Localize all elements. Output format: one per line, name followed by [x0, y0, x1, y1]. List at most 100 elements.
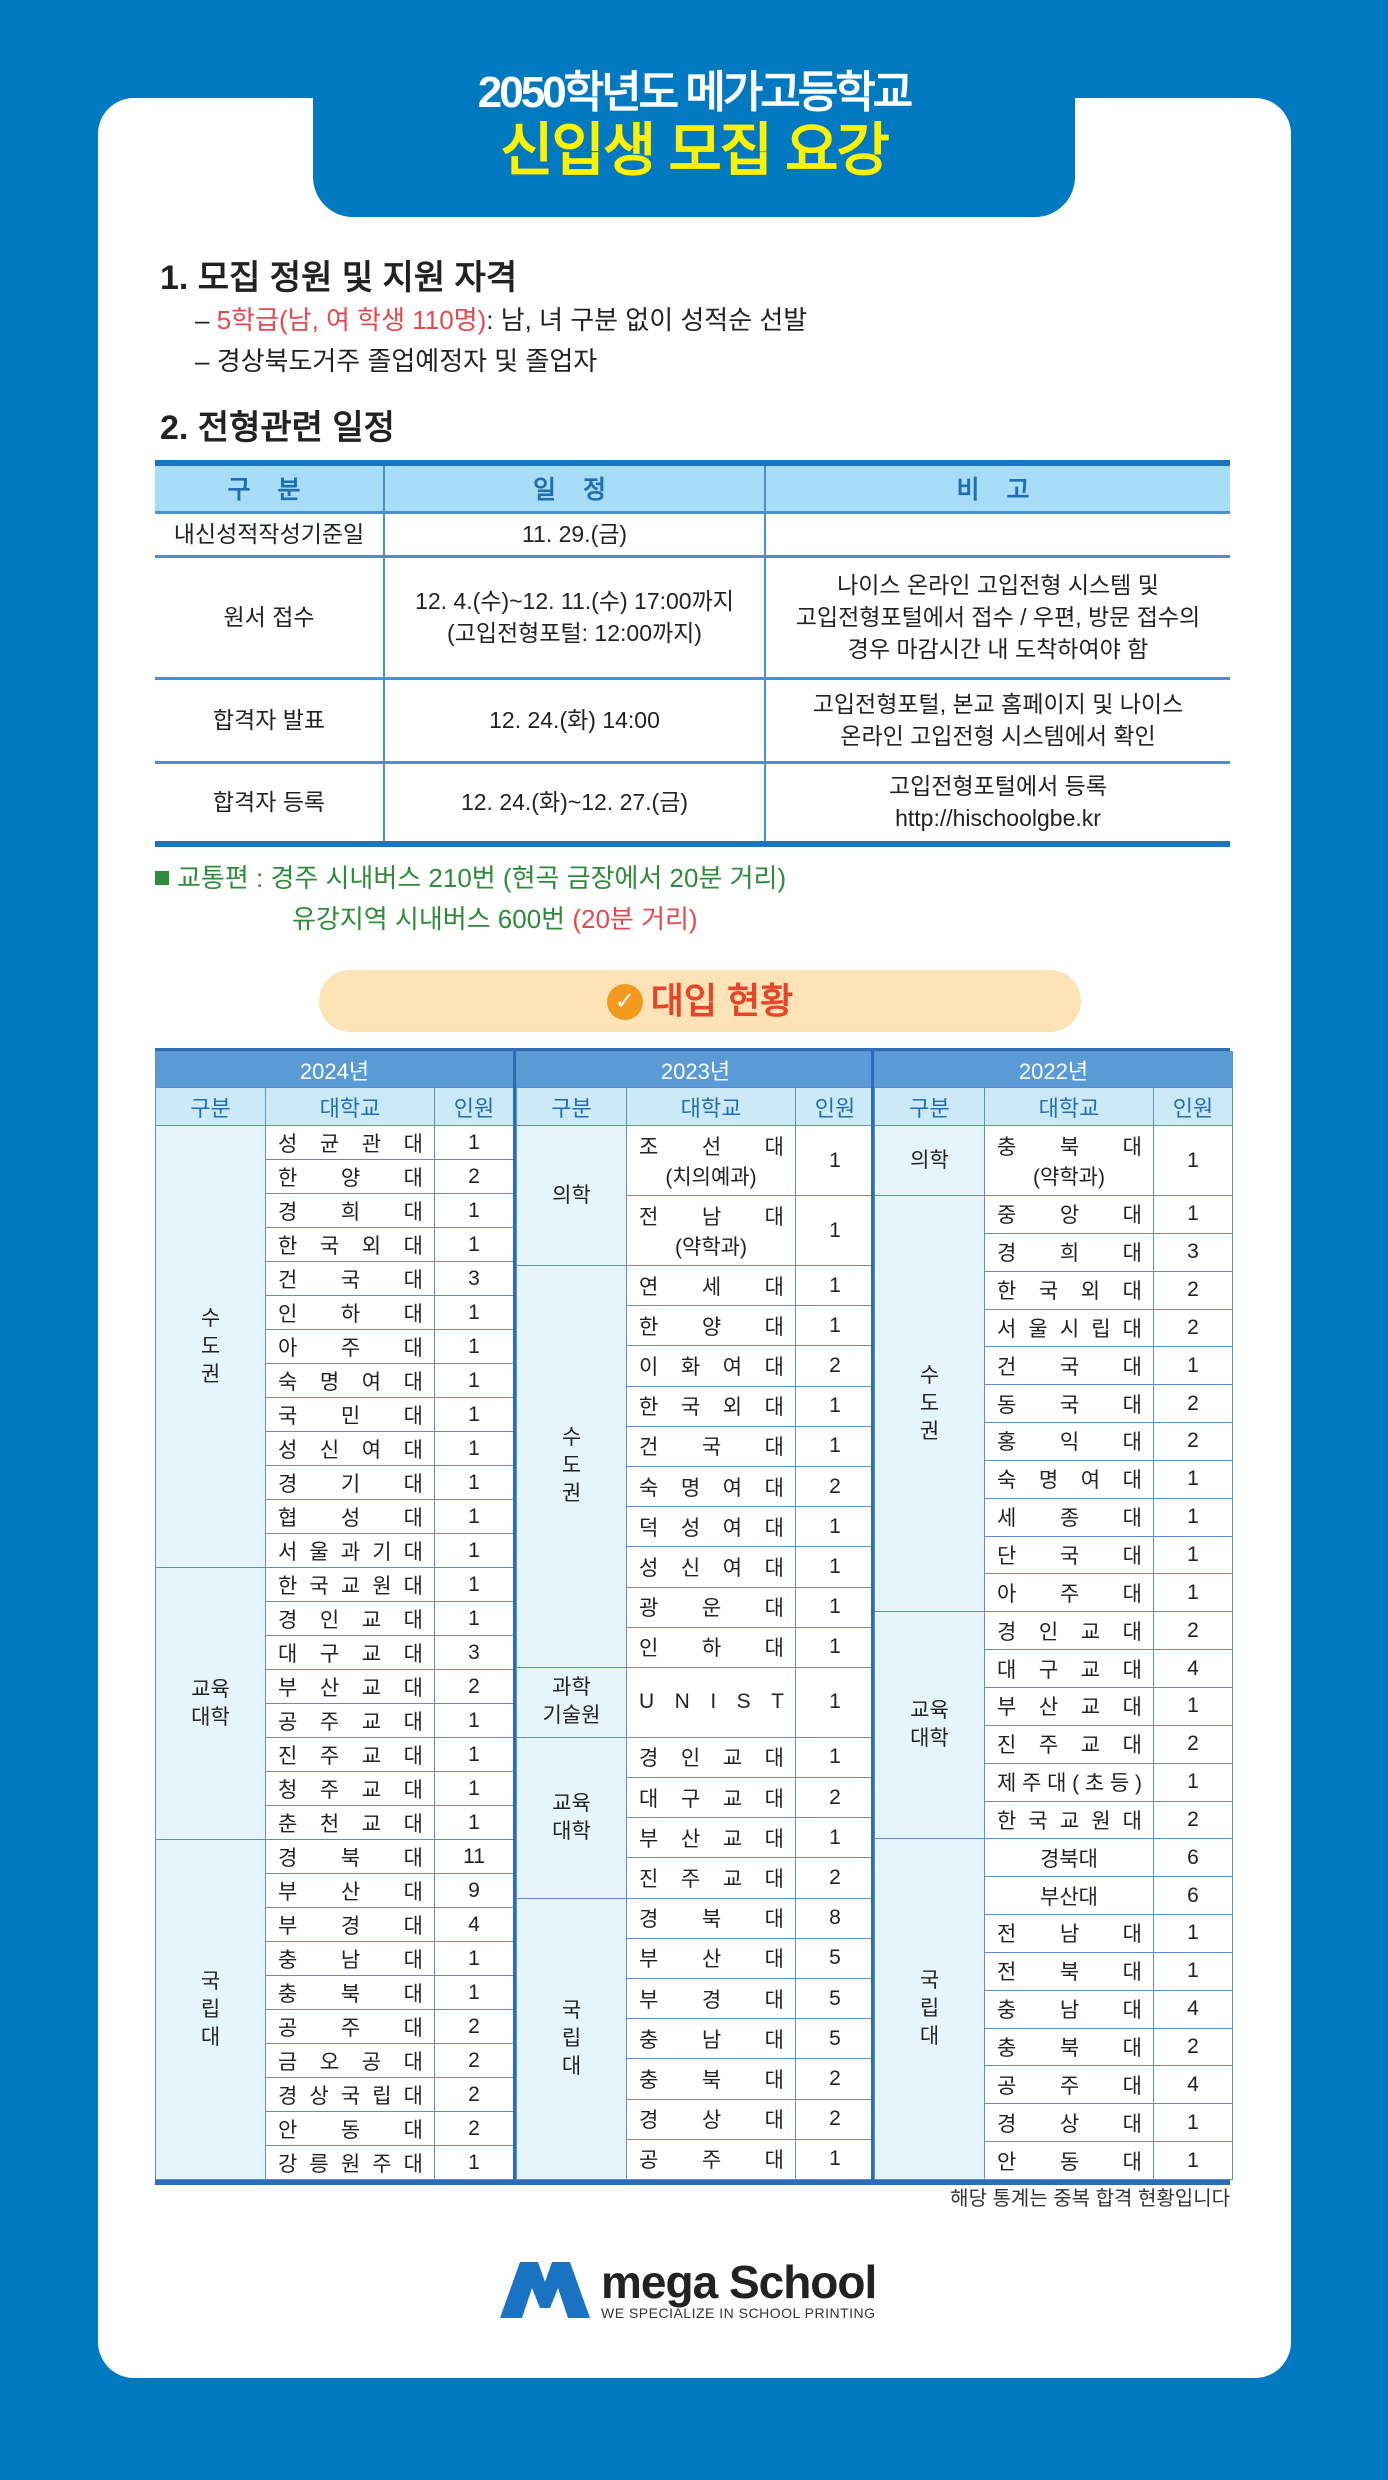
university-name: 건국대 — [278, 1268, 467, 1292]
university-name: 전남대 — [639, 1205, 828, 1229]
university-name: 공주교대 — [278, 1710, 446, 1734]
schedule-date: 12. 24.(화) 14:00 — [384, 678, 766, 764]
table-row: 부산대 6 — [875, 1876, 1234, 1916]
table-row: 국민대 1 — [156, 1397, 515, 1432]
column-header-row: 구분 대학교 인원 — [874, 1087, 1234, 1126]
column-header: 대학교 — [984, 1087, 1154, 1126]
admit-count: 1 — [433, 1533, 515, 1568]
university-name: 경북대 — [639, 1908, 828, 1932]
table-row: 아주대 1 — [875, 1573, 1234, 1613]
year-table: 2023년 구분 대학교 인원 의학 조선대 (치의예과) 1 전남대 (약학과) 1 수 도 권 연세… — [513, 1051, 876, 2180]
table-row: 이화여대 2 — [517, 1345, 876, 1387]
table-row: 성신여대 1 — [517, 1546, 876, 1588]
university-cell: 아주대 — [984, 1573, 1154, 1613]
year-label: 2022년 — [873, 1051, 1234, 1088]
transport-line-1: 교통편 : 경주 시내버스 210번 (현곡 금장에서 20분 거리) — [155, 858, 786, 895]
table-row: 과학 기술원 UNIST 1 — [516, 1666, 876, 1738]
table-row: 부산대 9 — [156, 1873, 515, 1908]
university-name: 경북대 — [278, 1846, 467, 1870]
transport-line-2: 유강지역 시내버스 600번 (20분 거리) — [292, 899, 698, 936]
admit-count: 1 — [794, 1666, 876, 1738]
schedule-category: 합격자 발표 — [155, 678, 385, 764]
schedule-date: 11. 29.(금) — [384, 512, 766, 558]
university-cell: 경인교대 — [984, 1611, 1154, 1651]
university-cell: 전남대 (약학과) — [626, 1195, 796, 1266]
column-header: 인원 — [433, 1087, 515, 1126]
university-name: 부경대 — [639, 1988, 828, 2012]
column-header: 인원 — [794, 1087, 876, 1126]
admit-count: 9 — [433, 1873, 515, 1908]
admit-count: 1 — [433, 1737, 515, 1772]
university-name: 부경대 — [278, 1914, 467, 1938]
column-header: 구분 — [155, 1087, 266, 1126]
table-row: 수 도 권 연세대 1 — [516, 1264, 876, 1668]
table-row: 동국대 2 — [875, 1384, 1234, 1424]
university-cell: 공주교대 — [265, 1703, 435, 1738]
university-cell: 광운대 — [626, 1586, 796, 1628]
university-cell: 진주교대 — [984, 1724, 1154, 1764]
admit-count: 1 — [1152, 1497, 1234, 1537]
qualification-item-2: – 경상북도거주 졸업예정자 및 졸업자 — [195, 341, 597, 378]
admissions-tables: 2024년 구분 대학교 인원 수 도 권 성균관대 1 한양대 2 경희대 1 한국외대 1 건국대 3 인… — [154, 1048, 1234, 2185]
university-name: 인하대 — [639, 1637, 828, 1661]
admit-count: 1 — [433, 2145, 515, 2180]
table-row: 공주교대 1 — [156, 1703, 515, 1738]
admit-count: 1 — [1152, 1535, 1234, 1575]
admit-count: 1 — [1152, 1573, 1234, 1613]
university-cell: 조선대 (치의예과) — [626, 1125, 796, 1196]
quota-text: 5학급(남, 여 학생 110명) — [216, 305, 487, 335]
table-row: 대구교대 4 — [875, 1649, 1234, 1688]
university-cell: 중앙대 — [984, 1195, 1154, 1234]
schedule-body: 내신성적작성기준일 11. 29.(금) 원서 접수 12. 4.(수)~12. 11… — [155, 512, 1230, 844]
university-cell: 한국교원대 — [265, 1567, 435, 1602]
admit-count: 4 — [433, 1907, 515, 1942]
year-table-grid: 2024년 구분 대학교 인원 수 도 권 성균관대 1 한양대 2 경희대 1 한국외대 1 건국대 3 인… — [154, 1051, 515, 2180]
table-row: 공주대 1 — [517, 2138, 876, 2180]
university-cell: 숙명여대 — [984, 1459, 1154, 1499]
schedule-remarks: 나이스 온라인 고입전형 시스템 및 고입전형포털에서 접수 / 우편, 방문 … — [765, 556, 1230, 680]
table-row: 협성대 1 — [156, 1499, 515, 1534]
admit-count: 11 — [433, 1839, 515, 1874]
university-cell: 금오공대 — [265, 2043, 435, 2078]
admit-count: 2 — [794, 2098, 876, 2140]
university-cell: UNIST — [626, 1666, 796, 1738]
university-name: 제주대(초등) — [997, 1772, 1148, 1796]
group-label: 수 도 권 — [516, 1265, 627, 1668]
university-name: 경기대 — [278, 1472, 467, 1496]
university-cell: 부산교대 — [265, 1669, 435, 1704]
transport-time-2: (20분 거리) — [572, 904, 698, 934]
column-header-row: 구분 대학교 인원 — [516, 1087, 876, 1126]
university-name: 경희대 — [278, 1200, 467, 1224]
university-name: 경상국립대 — [278, 2084, 436, 2108]
university-name: 부산대 — [1040, 1885, 1098, 1909]
admit-count: 4 — [1152, 2065, 1234, 2105]
schedule-remarks: 고입전형포털에서 등록 http://hischoolgbe.kr — [889, 773, 1107, 832]
university-cell: 숙명여대 — [265, 1363, 435, 1398]
group-label: 과학 기술원 — [516, 1666, 627, 1738]
university-cell: 공주대 — [626, 2138, 796, 2180]
university-name: 숙명여대 — [639, 1476, 807, 1500]
university-name: 금오공대 — [278, 2050, 446, 2074]
admit-count: 2 — [794, 1857, 876, 1899]
table-row: 충북대 1 — [156, 1975, 515, 2010]
table-row: 부경대 4 — [156, 1907, 515, 1942]
university-cell: 충북대 — [265, 1975, 435, 2010]
table-row: 국 립 대 경북대 11 — [155, 1839, 515, 2180]
table-row: 인하대 1 — [517, 1626, 876, 1668]
university-name: 아주대 — [278, 1336, 467, 1360]
university-name: 청주교대 — [278, 1778, 446, 1802]
admit-count: 2 — [1152, 2027, 1234, 2067]
table-row: 경상대 1 — [875, 2103, 1234, 2143]
admit-count: 1 — [433, 1703, 515, 1738]
university-cell: 한양대 — [626, 1305, 796, 1347]
admissions-title: 대입 현황 — [650, 980, 794, 1021]
transport-route-1: 경주 시내버스 210번 (현곡 금장에서 20분 거리) — [270, 863, 787, 893]
section2-title: 2. 전형관련 일정 — [160, 409, 395, 447]
table-row: 서울과기대 1 — [156, 1533, 515, 1568]
university-cell: 한양대 — [265, 1159, 435, 1194]
university-cell: 경인교대 — [626, 1736, 796, 1779]
university-cell: 아주대 — [265, 1329, 435, 1364]
schedule-header-row: 구 분 일 정 비 고 — [155, 463, 1230, 514]
admit-count: 2 — [1152, 1308, 1234, 1348]
bullet-square-icon — [155, 871, 169, 885]
